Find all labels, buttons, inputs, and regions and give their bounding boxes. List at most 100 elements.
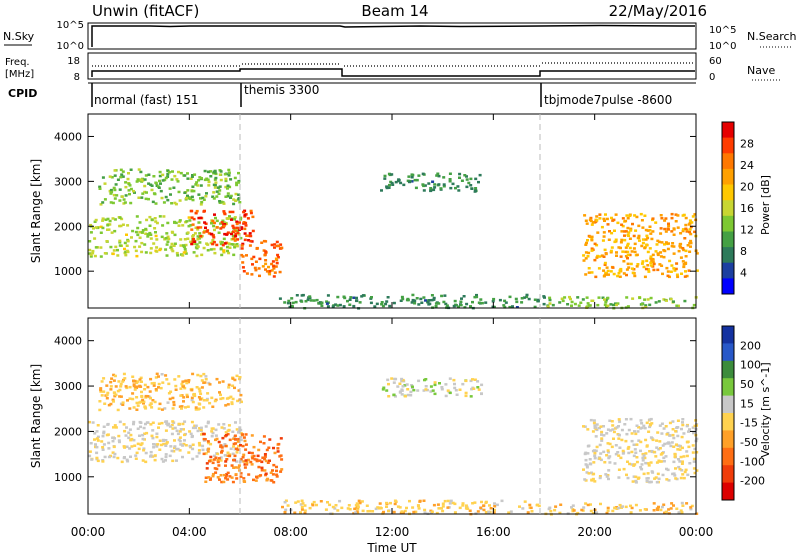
power-echo-cell bbox=[474, 177, 478, 181]
velocity-echo-cell bbox=[263, 453, 267, 456]
velocity-echo-cell bbox=[644, 461, 648, 465]
power-echo-cell bbox=[584, 243, 588, 246]
velocity-echo-cell bbox=[632, 443, 636, 446]
velocity-echo-cell bbox=[623, 423, 627, 426]
power-echo-cell bbox=[91, 251, 95, 255]
velocity-echo-cell bbox=[130, 437, 134, 441]
power-echo-cell bbox=[434, 305, 438, 308]
velocity-echo-cell bbox=[127, 436, 131, 440]
velocity-echo-cell bbox=[680, 501, 684, 505]
velocity-echo-cell bbox=[161, 460, 165, 463]
velocity-echo-cell bbox=[642, 454, 646, 457]
power-echo-cell bbox=[383, 174, 387, 178]
velocity-echo-cell bbox=[452, 378, 456, 382]
velocity-echo-cell bbox=[284, 508, 288, 512]
velocity-echo-cell bbox=[102, 425, 106, 428]
velocity-echo-cell bbox=[639, 466, 643, 469]
power-echo-cell bbox=[410, 180, 414, 183]
power-echo-cell bbox=[124, 194, 128, 197]
velocity-echo-cell bbox=[127, 431, 131, 434]
power-echo-cell bbox=[207, 180, 211, 184]
velocity-echo-cell bbox=[198, 390, 202, 393]
power-echo-cell bbox=[659, 255, 663, 258]
velocity-echo-cell bbox=[437, 507, 441, 510]
power-echo-cell bbox=[602, 269, 606, 272]
power-echo-cell bbox=[669, 297, 673, 301]
power-echo-cell bbox=[144, 251, 148, 254]
power-echo-cell bbox=[173, 201, 177, 205]
velocity-echo-cell bbox=[159, 386, 163, 390]
power-echo-cell bbox=[609, 249, 613, 253]
power-echo-cell bbox=[644, 267, 648, 271]
power-echo-cell bbox=[619, 255, 623, 258]
power-echo-cell bbox=[649, 261, 653, 264]
velocity-echo-cell bbox=[608, 442, 612, 446]
velocity-echo-cell bbox=[143, 405, 147, 408]
velocity-echo-cell bbox=[231, 377, 235, 380]
velocity-colorbar-swatch bbox=[722, 360, 734, 379]
velocity-echo-cell bbox=[400, 388, 404, 391]
power-echo-cell bbox=[245, 234, 249, 237]
velocity-echo-cell bbox=[464, 379, 468, 383]
power-echo-cell bbox=[234, 232, 238, 235]
velocity-echo-cell bbox=[453, 511, 457, 514]
velocity-echo-cell bbox=[135, 451, 139, 455]
power-echo-cell bbox=[474, 189, 477, 192]
velocity-echo-cell bbox=[207, 441, 211, 445]
power-echo-cell bbox=[602, 217, 606, 221]
power-echo-cell bbox=[603, 298, 606, 301]
power-echo-cell bbox=[400, 295, 404, 299]
velocity-echo-cell bbox=[617, 454, 621, 457]
power-echo-cell bbox=[207, 184, 211, 187]
velocity-echo-cell bbox=[626, 460, 629, 463]
power-echo-cell bbox=[166, 221, 170, 225]
power-echo-cell bbox=[118, 224, 122, 228]
velocity-echo-cell bbox=[198, 398, 202, 401]
power-echo-cell bbox=[213, 221, 216, 225]
power-echo-cell bbox=[634, 229, 638, 232]
power-echo-region bbox=[189, 209, 255, 247]
velocity-echo-cell bbox=[112, 445, 116, 449]
velocity-echo-cell bbox=[211, 427, 215, 430]
power-echo-cell bbox=[629, 229, 633, 232]
power-echo-cell bbox=[677, 249, 681, 253]
velocity-echo-cell bbox=[446, 506, 450, 509]
power-echo-cell bbox=[603, 303, 607, 307]
velocity-echo-cell bbox=[286, 504, 290, 507]
velocity-echo-cell bbox=[333, 507, 337, 510]
power-echo-cell bbox=[111, 252, 115, 256]
power-echo-cell bbox=[480, 301, 484, 305]
velocity-echo-cell bbox=[244, 433, 248, 436]
velocity-echo-cell bbox=[312, 500, 316, 504]
power-echo-cell bbox=[191, 235, 195, 238]
power-echo-cell bbox=[601, 296, 605, 299]
velocity-echo-cell bbox=[695, 451, 699, 454]
velocity-echo-cell bbox=[667, 441, 671, 444]
power-echo-cell bbox=[300, 294, 304, 297]
power-echo-cell bbox=[223, 223, 227, 226]
velocity-echo-cell bbox=[135, 396, 139, 399]
power-echo-cell bbox=[649, 232, 653, 235]
cpid-segment-normal: normal (fast) 151 bbox=[94, 93, 198, 107]
power-echo-cell bbox=[154, 234, 158, 238]
power-echo-cell bbox=[274, 265, 278, 268]
velocity-echo-cell bbox=[227, 383, 231, 387]
power-echo-cell bbox=[213, 178, 217, 181]
velocity-colorbar-swatch bbox=[722, 447, 734, 466]
velocity-echo-cell bbox=[613, 506, 617, 510]
power-echo-cell bbox=[202, 198, 206, 201]
time-xlabel: Time UT bbox=[366, 541, 417, 554]
velocity-echo-cell bbox=[691, 444, 695, 447]
power-echo-cell bbox=[98, 187, 102, 190]
power-echo-cell bbox=[628, 237, 632, 240]
power-echo-cell bbox=[325, 302, 329, 305]
velocity-echo-cell bbox=[109, 388, 113, 391]
velocity-echo-cell bbox=[95, 437, 99, 440]
power-echo-cell bbox=[648, 247, 652, 250]
power-echo-cell bbox=[211, 234, 215, 237]
power-echo-cell bbox=[585, 222, 589, 225]
power-echo-cell bbox=[196, 228, 200, 231]
velocity-echo-cell bbox=[169, 390, 173, 393]
power-echo-cell bbox=[179, 244, 183, 247]
